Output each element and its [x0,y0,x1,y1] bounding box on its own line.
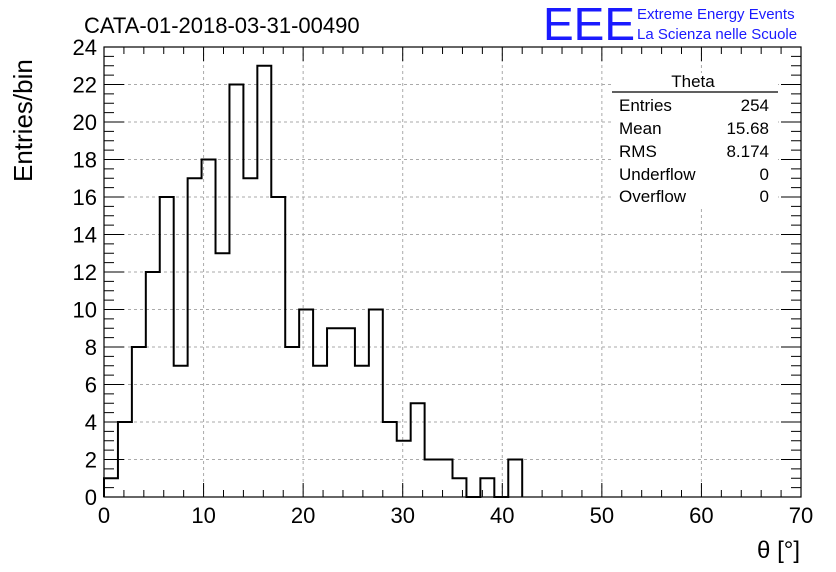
histogram-outline [103,64,524,498]
y-tick-label: 18 [73,148,97,173]
histogram-bin [216,253,230,497]
y-axis-label: Entries/bin [8,59,38,182]
stats-value-rms: 8.174 [726,142,769,161]
x-tick-label: 20 [291,503,315,528]
stats-label-rms: RMS [619,142,657,161]
y-tick-label: 6 [85,373,97,398]
histogram-bins [103,64,524,498]
x-tick-label: 60 [689,503,713,528]
histogram-bin [341,328,355,497]
y-tick-label: 14 [73,223,97,248]
histogram-bin [508,460,522,498]
stats-value-entries: 254 [741,96,769,115]
x-tick-label: 50 [590,503,614,528]
histogram-bin [132,347,146,497]
stats-box: Theta Entries 254 Mean 15.68 RMS 8.174 U… [612,72,778,206]
x-axis-label: θ [°] [757,537,800,564]
x-tick-label: 30 [390,503,414,528]
y-tick-label: 8 [85,335,97,360]
stats-value-underflow: 0 [760,165,769,184]
y-tick-label: 0 [85,485,97,510]
x-tick-label: 70 [789,503,813,528]
histogram-bin [313,366,327,497]
histogram-bin [411,403,425,497]
histogram-bin [243,178,257,497]
histogram-bin [397,441,411,497]
y-tick-label: 4 [85,410,97,435]
x-tick-label: 10 [191,503,215,528]
histogram-bin [229,85,243,498]
x-tick-label: 40 [490,503,514,528]
histogram-bin [383,422,397,497]
logo-line-1: Extreme Energy Events [637,6,795,23]
eee-logo: EEE [543,0,635,50]
logo-line-2: La Scienza nelle Scuole [637,26,797,43]
histogram-bin [439,460,453,498]
histogram-bin [425,460,439,498]
axis-ticks [103,46,802,498]
stats-label-entries: Entries [619,96,672,115]
histogram-bin [453,478,467,497]
histogram-bin [257,66,271,497]
histogram-bin [327,328,341,497]
stats-label-mean: Mean [619,119,662,138]
histogram-bin [285,347,299,497]
y-tick-label: 2 [85,448,97,473]
histogram-bin [299,310,313,498]
stats-label-underflow: Underflow [619,165,696,184]
histogram-bin [202,160,216,498]
x-tick-label: 0 [98,503,110,528]
stats-value-overflow: 0 [760,187,769,206]
stats-title: Theta [671,72,715,91]
histogram-bin [174,366,188,497]
stats-box-background [612,73,778,206]
run-title: CATA-01-2018-03-31-00490 [84,13,360,38]
y-tick-label: 10 [73,298,97,323]
histogram-bin [369,310,383,498]
y-tick-label: 12 [73,260,97,285]
y-tick-label: 24 [73,35,97,60]
y-tick-label: 20 [73,110,97,135]
y-tick-label: 22 [73,73,97,98]
histogram-bin [355,366,369,497]
stats-label-overflow: Overflow [619,187,687,206]
stats-value-mean: 15.68 [726,119,769,138]
histogram-bin [271,197,285,497]
histogram-bin [160,197,174,497]
histogram-bin [146,272,160,497]
histogram-bin [188,178,202,497]
y-tick-label: 16 [73,185,97,210]
